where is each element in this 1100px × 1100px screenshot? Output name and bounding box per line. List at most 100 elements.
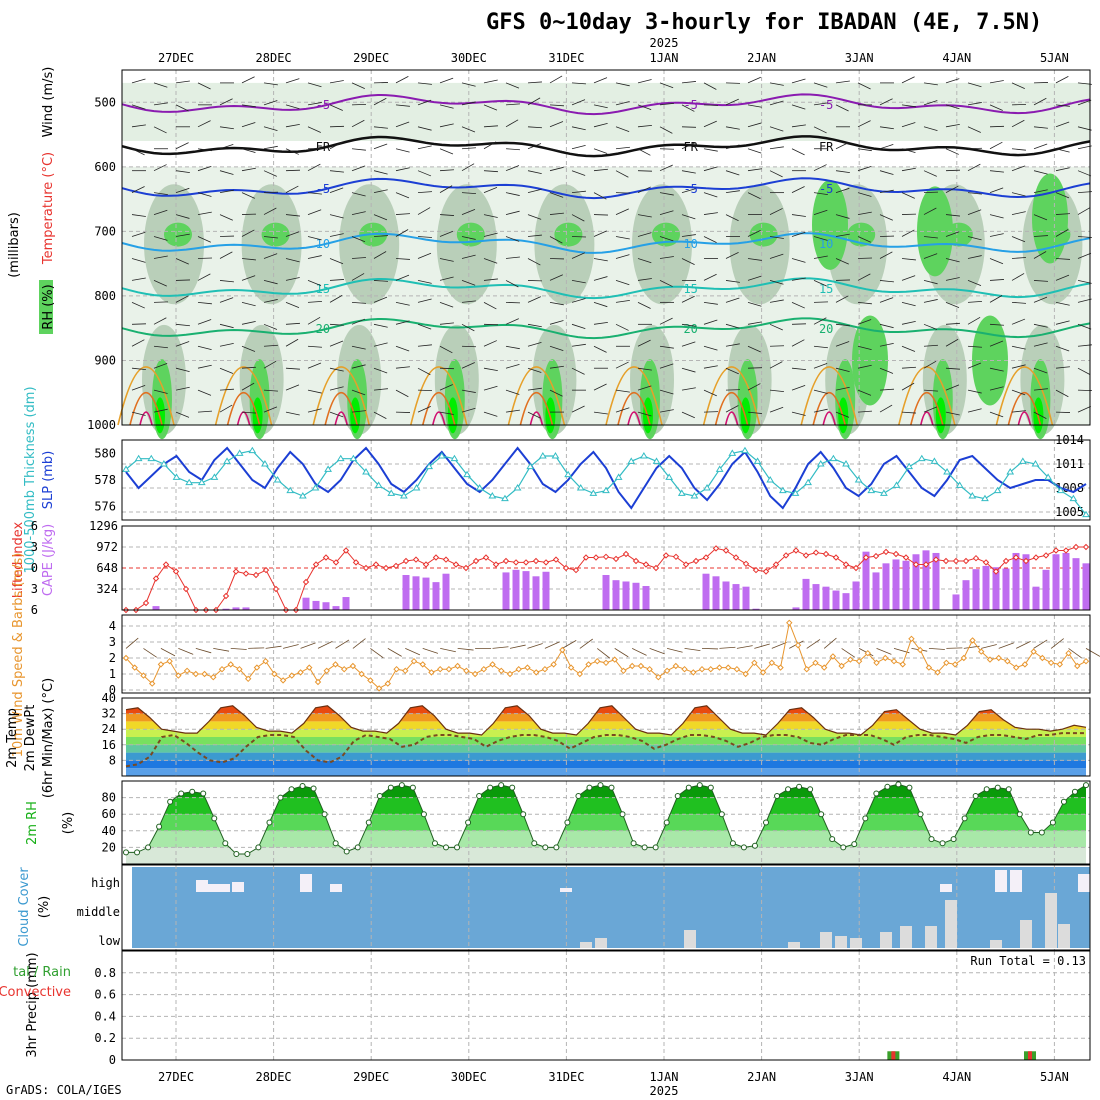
wind-barb (219, 280, 234, 283)
cape-tick: 324 (96, 582, 118, 596)
wind-barb (263, 406, 278, 413)
wind-barb (1055, 148, 1070, 153)
rh-point (785, 786, 792, 793)
wind10m-barb (823, 637, 837, 649)
rh-point (763, 819, 769, 826)
wind-barb (703, 148, 718, 152)
wind-barb (681, 387, 696, 391)
li-point (722, 547, 730, 554)
wind10m-point (166, 657, 173, 665)
wind-barb (131, 277, 146, 281)
precip-tick: 0.8 (94, 966, 116, 980)
wind-barb (285, 231, 300, 237)
wind10m-point (585, 661, 592, 668)
isotherm-line (605, 366, 663, 426)
wind10m-point (131, 664, 138, 671)
rh-point (718, 811, 725, 818)
wind10m-point (192, 670, 200, 678)
isotherm-line (214, 366, 273, 426)
wind-barb (131, 231, 146, 237)
isotherm-line (812, 391, 846, 426)
wind-barb (197, 364, 212, 369)
cape-bar (1012, 552, 1020, 610)
thickness-point (955, 481, 964, 488)
rh-point (707, 784, 714, 791)
wind10m-point (175, 672, 182, 679)
wind-barb (395, 104, 410, 107)
wind-barb (307, 126, 321, 133)
li-point (772, 561, 780, 568)
wind-barb (483, 170, 498, 173)
wind-barb (505, 280, 519, 288)
wind-barb (373, 411, 387, 420)
cloud-low-block (880, 932, 892, 948)
li-tick: 6 (31, 603, 38, 617)
wind-barb (527, 170, 542, 174)
cape-bar (442, 573, 450, 610)
wind-barb (307, 209, 322, 215)
li-point (572, 566, 580, 574)
thickness-point (235, 449, 244, 456)
wind-barb (395, 192, 410, 199)
wind-barb (835, 142, 849, 150)
wind-barb (637, 148, 651, 156)
dewpoint-axis-label: 2m DewPt (23, 705, 38, 772)
wind-barb (285, 322, 300, 325)
wind-barb (483, 258, 498, 264)
wind-barb (879, 388, 894, 391)
thickness-point (1031, 460, 1040, 467)
cape-bar (152, 606, 160, 610)
isotherm-line (910, 391, 944, 426)
wind-barb (989, 340, 1004, 347)
li-point (942, 557, 950, 565)
wind-barb (329, 386, 344, 391)
wind10m-barb (754, 643, 770, 649)
thickness-point (778, 486, 787, 494)
wind-barb (945, 322, 960, 325)
wind10m-point (995, 654, 1002, 662)
wind-barb (593, 123, 608, 128)
wind10m-point (916, 646, 924, 654)
rh2m-axis-label: 2m RH (25, 801, 40, 845)
date-label-top: 31DEC (548, 51, 584, 65)
wind10m-point (506, 670, 514, 678)
wind10m-point (681, 665, 688, 673)
isotherm-label: FR (683, 140, 698, 154)
wind-barb (1055, 366, 1070, 369)
wind-barb (813, 236, 828, 241)
li-point (752, 566, 760, 574)
isotherm-label: -5 (316, 98, 330, 112)
wind-barb (1011, 364, 1026, 369)
wind-barb (901, 192, 915, 199)
rh-point (641, 844, 648, 851)
wind-barb (153, 82, 168, 88)
wind10m-barb (405, 648, 421, 656)
wind-barb (967, 345, 982, 348)
thickness-point (1006, 468, 1015, 475)
wind-barb (967, 408, 982, 413)
li-point (382, 564, 390, 572)
wind-barb (175, 386, 190, 391)
wind10m-point (969, 637, 976, 644)
wind10m-point (1082, 657, 1090, 665)
wind-barb (615, 126, 630, 132)
cloud-low-block (900, 926, 912, 948)
isotherm-line (519, 391, 554, 426)
wind-barb (1033, 97, 1047, 106)
cape-bar (872, 572, 880, 610)
wind-barb (131, 339, 145, 347)
rh-point (465, 819, 472, 826)
wind10m-barb (195, 648, 212, 654)
wind-barb (417, 323, 432, 330)
rh-point (586, 784, 593, 791)
wind-barb (593, 168, 608, 172)
wind-barb (1011, 165, 1026, 172)
rh-point (156, 823, 163, 830)
cloud-low-block (788, 942, 800, 948)
wind-barb (967, 316, 981, 325)
wind-barb (395, 213, 410, 215)
wind-barb (857, 192, 872, 197)
thickness-point (981, 494, 989, 502)
wind-barb (857, 148, 872, 152)
wind-barb (725, 170, 740, 176)
